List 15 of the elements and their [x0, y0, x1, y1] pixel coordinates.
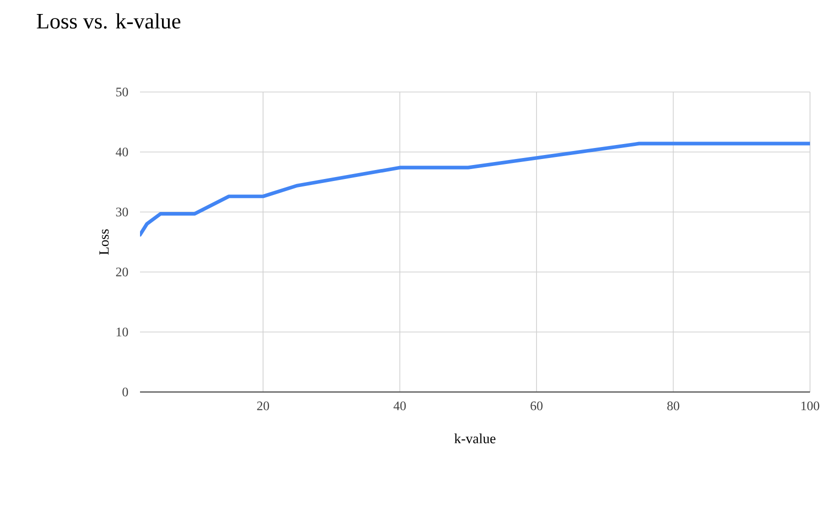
- x-tick-label: 40: [394, 402, 406, 410]
- x-tick-label: 60: [530, 402, 543, 410]
- y-tick-label: 10: [116, 328, 128, 336]
- y-tick-label: 0: [122, 388, 128, 396]
- y-tick-label: 30: [116, 208, 128, 216]
- x-tick-label: 80: [667, 402, 680, 410]
- y-tick-label: 20: [116, 268, 128, 276]
- y-axis-title: Loss: [99, 229, 109, 255]
- y-tick-label: 40: [116, 148, 128, 156]
- x-tick-label: 20: [257, 402, 270, 410]
- x-tick-label: 100: [801, 402, 820, 410]
- chart-title: Loss vs. k-value: [36, 13, 180, 29]
- x-axis-title: k-value: [454, 433, 496, 444]
- line-series: [140, 142, 810, 237]
- y-tick-label: 50: [116, 88, 128, 96]
